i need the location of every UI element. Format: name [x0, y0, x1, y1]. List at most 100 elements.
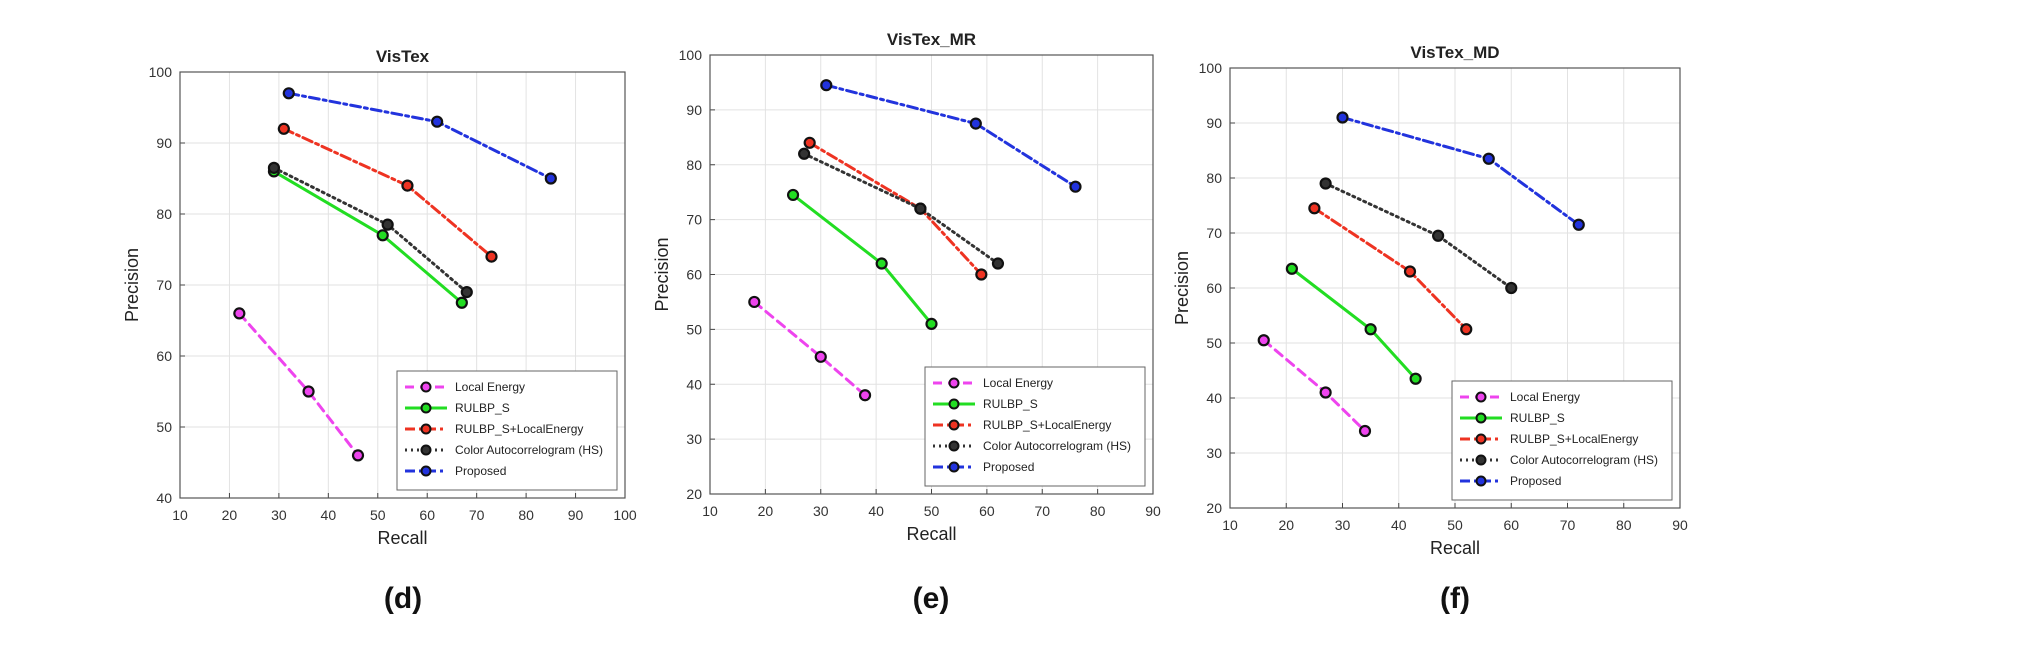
x-tick-label: 100: [613, 507, 637, 523]
x-tick-label: 30: [1335, 517, 1351, 533]
legend-entry-label: Local Energy: [455, 380, 525, 394]
legend-swatch-marker: [420, 381, 432, 393]
data-point: [803, 136, 816, 149]
data-point: [1308, 202, 1321, 215]
chart-title: VisTex_MR: [887, 30, 976, 49]
data-point: [969, 117, 982, 130]
y-tick-label: 20: [1206, 500, 1222, 516]
data-point: [914, 202, 927, 215]
x-tick-label: 70: [1034, 503, 1050, 519]
y-tick-label: 80: [686, 157, 702, 173]
legend-entry-label: Proposed: [983, 460, 1034, 474]
legend-entry-label: Color Autocorrelogram (HS): [455, 443, 603, 457]
chart-panel-d: 10 20 30 40 50 60 70 80 90 100 40 50 60 70 80 90 100 VisT…: [122, 47, 637, 615]
data-point: [991, 257, 1005, 270]
series-line-0: [752, 300, 867, 397]
data-point: [1505, 281, 1518, 295]
data-point: [1460, 323, 1473, 336]
data-point: [544, 172, 557, 185]
x-tick-label: 60: [419, 507, 435, 523]
y-tick-label: 20: [686, 486, 702, 502]
legend-swatch-marker: [948, 419, 960, 431]
y-tick-label: 70: [156, 277, 172, 293]
x-axis-label: Recall: [906, 524, 956, 544]
legend-swatch-marker: [948, 461, 960, 473]
y-axis-label: Precision: [122, 248, 142, 322]
y-tick-label: 40: [1206, 390, 1222, 406]
data-point: [460, 286, 473, 299]
x-tick-label: 20: [758, 503, 774, 519]
chart-panel-e: 10 20 30 40 50 60 70 80 902030405060708090100Vis…: [652, 30, 1161, 615]
data-point: [1572, 218, 1585, 231]
axes-frame: [709, 54, 1154, 495]
x-tick-label: 40: [868, 503, 884, 519]
y-tick-label: 90: [156, 135, 172, 151]
x-tick-label: 10: [702, 503, 718, 519]
data-point: [1403, 265, 1417, 278]
legend-entry-label: Proposed: [1510, 474, 1561, 488]
y-tick-label: 80: [1206, 170, 1222, 186]
legend-entry-label: Color Autocorrelogram (HS): [1510, 453, 1658, 467]
legend-swatch-marker: [948, 440, 960, 452]
data-point: [925, 317, 938, 330]
x-tick-label: 50: [924, 503, 940, 519]
y-tick-label: 30: [686, 431, 702, 447]
data-point: [858, 389, 872, 402]
data-point: [798, 147, 811, 160]
x-tick-label: 20: [1278, 517, 1294, 533]
subfigure-caption: (f): [1440, 582, 1470, 615]
y-tick-label: 100: [1199, 60, 1223, 76]
legend-entry-label: Local Energy: [983, 376, 1053, 390]
data-point: [1257, 334, 1270, 347]
data-point: [814, 350, 827, 363]
legend-entry-label: RULBP_S+LocalEnergy: [983, 418, 1111, 432]
data-point: [431, 115, 444, 128]
data-point: [282, 87, 295, 100]
data-point: [485, 250, 498, 263]
x-axis-label: Recall: [377, 528, 427, 548]
x-tick-label: 10: [172, 507, 188, 523]
x-tick-label: 90: [1672, 517, 1688, 533]
legend-entry-label: RULBP_S+LocalEnergy: [455, 422, 583, 436]
legend-swatch-marker: [1475, 454, 1487, 466]
y-tick-label: 70: [686, 212, 702, 228]
legend-entry-label: RULBP_S: [983, 397, 1038, 411]
y-tick-label: 90: [1206, 115, 1222, 131]
x-tick-label: 80: [518, 507, 534, 523]
subfigure-caption: (d): [384, 582, 422, 615]
x-tick-label: 30: [813, 503, 829, 519]
x-tick-label: 50: [370, 507, 386, 523]
x-tick-label: 50: [1447, 517, 1463, 533]
data-point: [381, 218, 394, 231]
legend-entry-label: Color Autocorrelogram (HS): [983, 439, 1131, 453]
legend-swatch-marker: [1475, 475, 1487, 487]
data-point: [233, 307, 246, 320]
x-tick-label: 90: [568, 507, 584, 523]
x-tick-label: 60: [1503, 517, 1519, 533]
x-tick-label: 90: [1145, 503, 1161, 519]
data-point: [401, 179, 414, 192]
y-axis-label: Precision: [1172, 251, 1192, 325]
legend-swatch-marker: [948, 377, 960, 389]
y-tick-label: 60: [156, 348, 172, 364]
data-point: [975, 268, 988, 281]
x-tick-label: 40: [321, 507, 337, 523]
data-point: [1432, 229, 1445, 242]
y-tick-label: 70: [1206, 225, 1222, 241]
data-point: [302, 385, 315, 398]
series-line-3: [1324, 182, 1513, 290]
legend: Local Energy RULBP_S RULBP_S+LocalEnergy Co…: [1451, 380, 1673, 501]
legend-entry-label: RULBP_S+LocalEnergy: [1510, 432, 1638, 446]
data-point: [875, 257, 888, 270]
data-point: [376, 229, 389, 242]
y-tick-label: 100: [679, 47, 703, 63]
data-point: [1069, 180, 1082, 193]
legend-entry-label: Local Energy: [1510, 390, 1580, 404]
axes-frame: [179, 71, 626, 499]
chart-title: VisTex_MD: [1410, 43, 1499, 62]
x-tick-label: 70: [1560, 517, 1576, 533]
x-axis-label: Recall: [1430, 538, 1480, 558]
data-point: [1285, 262, 1298, 275]
data-point: [1358, 424, 1372, 438]
